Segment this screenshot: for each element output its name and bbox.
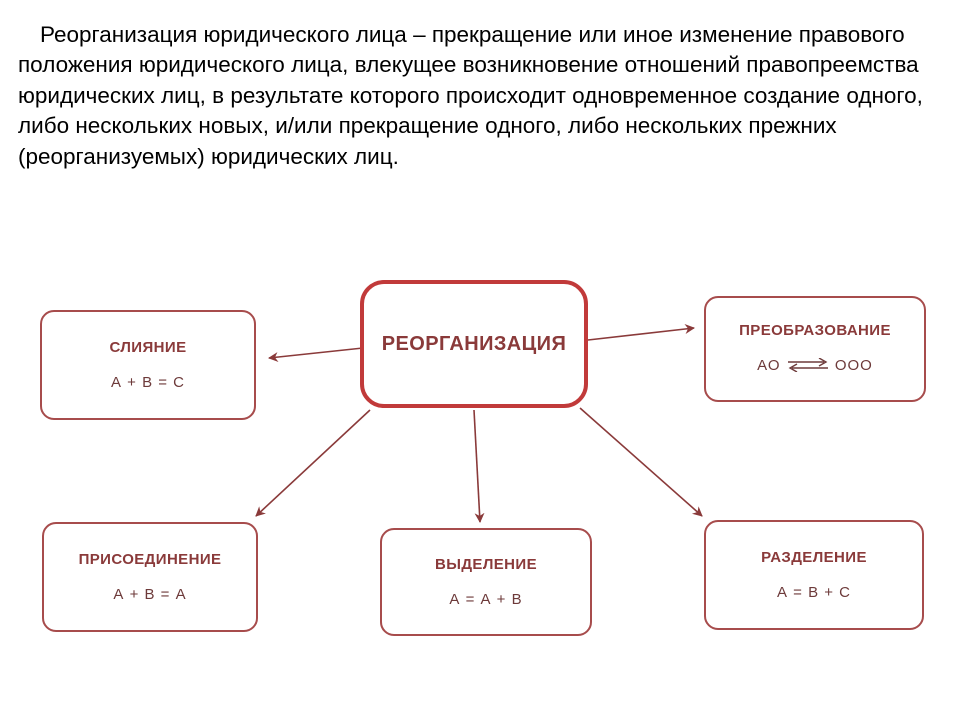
conversion-arrow-icon: [786, 358, 830, 376]
conversion-title: ПРЕОБРАЗОВАНИЕ: [739, 322, 891, 339]
merger-title: СЛИЯНИЕ: [110, 339, 187, 356]
spinoff-box: ВЫДЕЛЕНИЕ А = А + В: [380, 528, 592, 636]
accession-box: ПРИСОЕДИНЕНИЕ А + В = А: [42, 522, 258, 632]
central-box: РЕОРГАНИЗАЦИЯ: [360, 280, 588, 408]
accession-formula: А + В = А: [113, 586, 186, 603]
accession-title: ПРИСОЕДИНЕНИЕ: [79, 551, 222, 568]
merger-box: СЛИЯНИЕ А + В = С: [40, 310, 256, 420]
arrow-line: [269, 348, 363, 358]
conversion-formula: АО ООО: [757, 357, 873, 375]
division-title: РАЗДЕЛЕНИЕ: [761, 549, 867, 566]
division-box: РАЗДЕЛЕНИЕ А = В + С: [704, 520, 924, 630]
conversion-box: ПРЕОБРАЗОВАНИЕ АО ООО: [704, 296, 926, 402]
arrow-line: [588, 328, 694, 340]
spinoff-title: ВЫДЕЛЕНИЕ: [435, 556, 537, 573]
definition-text: Реорганизация юридического лица – прекра…: [18, 20, 930, 172]
central-title: РЕОРГАНИЗАЦИЯ: [382, 333, 566, 356]
conversion-left: АО: [757, 357, 780, 374]
arrow-line: [474, 410, 480, 522]
division-formula: А = В + С: [777, 584, 851, 601]
conversion-right: ООО: [835, 357, 873, 374]
merger-formula: А + В = С: [111, 374, 185, 391]
arrow-line: [256, 410, 370, 516]
spinoff-formula: А = А + В: [449, 591, 522, 608]
arrow-line: [580, 408, 702, 516]
